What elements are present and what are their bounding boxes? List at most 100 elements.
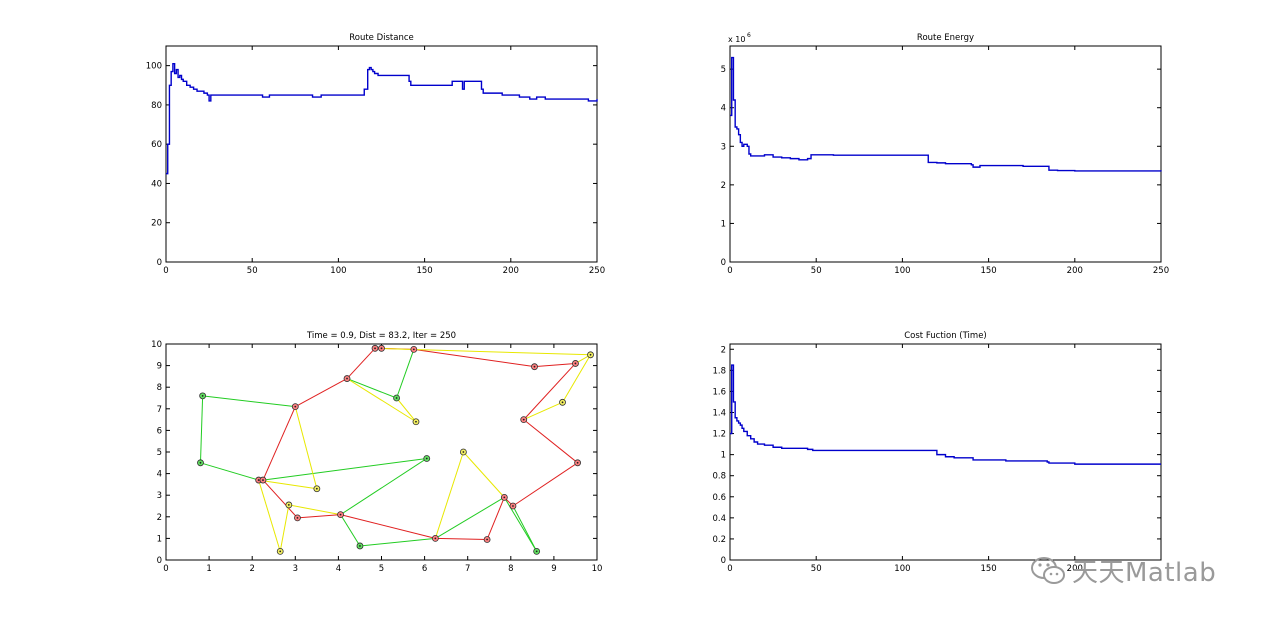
axes-box: [729, 343, 1162, 561]
series-line: [730, 56, 1162, 172]
route-node-center: [287, 504, 290, 506]
y-tick-label: 4: [157, 470, 162, 480]
x-tick-label: 150: [980, 564, 996, 574]
x-tick-label: 50: [247, 266, 258, 276]
x-tick-label: 250: [1153, 266, 1169, 276]
x-tick-label: 2: [249, 564, 254, 574]
y-tick-label: 2: [721, 181, 726, 191]
route-node-center: [359, 545, 361, 547]
route-node-center: [279, 550, 282, 553]
route-edge: [396, 397, 417, 423]
route-node-center: [315, 487, 318, 490]
route-edge: [294, 406, 318, 489]
y-tick-label: 100: [146, 62, 162, 72]
axes-box: [165, 45, 598, 263]
y-tick-label: 6: [157, 426, 162, 436]
x-tick-label: 250: [589, 266, 605, 276]
chart-route: Time = 0.9, Dist = 83.2, Iter = 250 0 1 2 3 4…: [151, 331, 602, 574]
chart-title: Route Distance: [349, 33, 414, 43]
route-edge: [523, 419, 578, 464]
axes-box: [729, 45, 1162, 263]
y-tick-label: 8: [157, 383, 162, 393]
x-tick-label: 150: [980, 266, 996, 276]
route-edge: [258, 479, 317, 490]
chart-title: Time = 0.9, Dist = 83.2, Iter = 250: [306, 331, 456, 341]
y-tick-label: 5: [721, 65, 726, 75]
route-node-center: [522, 418, 525, 421]
route-node-center: [589, 353, 592, 356]
x-tick-label: 100: [894, 266, 910, 276]
route-edge: [258, 479, 281, 552]
route-edge: [396, 349, 415, 399]
route-node-center: [533, 365, 536, 368]
y-tick-label: 7: [157, 405, 162, 415]
chart-title: Route Energy: [917, 33, 974, 43]
route-node-center: [574, 362, 577, 365]
route-edge: [434, 451, 464, 539]
x-tick-label: 3: [293, 564, 298, 574]
x-tick-label: 100: [330, 266, 346, 276]
y-tick-label: 0: [721, 556, 726, 566]
axis-exponent: 6: [747, 32, 751, 39]
route-edge: [346, 378, 417, 423]
route-node-center: [346, 377, 348, 380]
y-tick-label: 0: [157, 258, 162, 268]
route-edge: [340, 514, 436, 539]
route-edge: [262, 457, 427, 481]
y-tick-label: 0.6: [712, 493, 726, 503]
y-tick-label: 1.8: [712, 366, 726, 376]
route-node-center: [486, 538, 488, 541]
x-tick-label: 200: [1067, 564, 1083, 574]
y-tick-label: 1: [721, 451, 726, 461]
y-tick-label: 0.2: [712, 535, 726, 545]
y-tick-label: 1: [721, 219, 726, 229]
watermark: 天天Matlab: [1030, 552, 1216, 589]
y-tick-label: 5: [157, 448, 162, 458]
y-tick-label: 2: [721, 345, 726, 355]
series-line: [730, 364, 1161, 465]
y-tick-label: 2: [157, 513, 162, 523]
route-edge: [435, 496, 505, 539]
y-tick-label: 1.6: [712, 387, 726, 397]
route-node-center: [415, 420, 417, 423]
x-tick-label: 200: [1067, 266, 1083, 276]
route-edge: [262, 479, 298, 519]
chart-title: Cost Fuction (Time): [904, 331, 987, 341]
route-edge: [562, 354, 591, 403]
x-tick-label: 150: [416, 266, 432, 276]
wechat-icon: [1031, 556, 1065, 584]
route-node-center: [561, 401, 564, 404]
route-edge: [534, 362, 576, 368]
y-tick-label: 80: [151, 101, 162, 111]
x-tick-label: 50: [811, 266, 822, 276]
y-tick-label: 9: [157, 362, 162, 372]
route-edge: [413, 348, 535, 368]
route-edge: [435, 537, 488, 540]
route-node-center: [380, 347, 383, 350]
route-node-center: [201, 394, 204, 397]
x-tick-label: 1: [206, 564, 211, 574]
route-node-center: [462, 451, 465, 453]
y-tick-label: 0: [157, 556, 162, 566]
route-node-center: [339, 513, 342, 516]
route-edge: [340, 514, 361, 547]
route-node-center: [296, 516, 299, 519]
route-node-center: [374, 347, 376, 350]
x-tick-label: 0: [727, 564, 732, 574]
y-tick-label: 0.8: [712, 472, 726, 482]
x-tick-label: 0: [163, 564, 168, 574]
route-edge: [512, 505, 538, 552]
route-node-center: [512, 505, 514, 507]
route-edge: [262, 406, 296, 481]
route-edge: [486, 497, 505, 540]
route-edge: [346, 378, 397, 399]
route-edge: [297, 514, 341, 519]
x-tick-label: 50: [811, 564, 822, 574]
watermark-text: 天天Matlab: [1072, 558, 1217, 588]
route-edge: [200, 462, 259, 481]
route-edge: [199, 395, 204, 463]
chart-energy: Route Energy x 10 6 0 50 100 150 200 250 0 1 2 3 4 5: [721, 32, 1170, 276]
y-tick-label: 40: [151, 179, 162, 189]
route-node-center: [412, 348, 415, 351]
